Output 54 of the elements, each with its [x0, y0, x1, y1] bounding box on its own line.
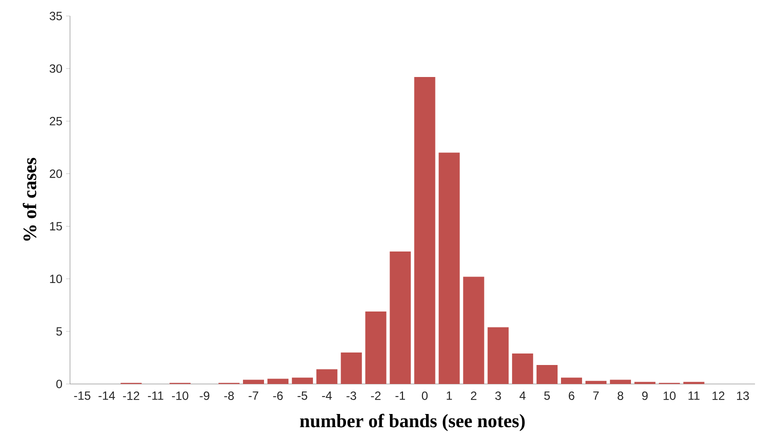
x-tick-label: 0 [422, 392, 428, 400]
bar [610, 380, 631, 384]
x-tick-label: 8 [618, 392, 624, 400]
y-tick-label: 20 [50, 169, 62, 178]
x-tick-label: -2 [371, 392, 381, 400]
y-tick-label: 0 [56, 380, 62, 388]
x-tick-label: -9 [200, 392, 210, 400]
x-tick-label: 12 [712, 392, 724, 400]
bar [585, 380, 607, 384]
x-tick-label: 2 [470, 392, 476, 400]
bar [390, 252, 411, 384]
y-tick-label: 10 [50, 274, 62, 284]
bar [463, 276, 484, 384]
x-tick-label: 9 [642, 392, 648, 400]
y-tick-label: 25 [50, 116, 62, 126]
x-tick-label: -8 [224, 392, 234, 400]
bar [365, 311, 386, 384]
x-tick-label: -10 [172, 392, 188, 400]
bar [561, 378, 582, 384]
y-tick-label: 5 [56, 327, 62, 336]
x-tick-label: 3 [495, 392, 501, 400]
y-tick-label: 30 [50, 64, 62, 73]
x-tick-label: 1 [446, 392, 452, 400]
x-tick-label: 4 [520, 392, 526, 400]
x-tick-label: 5 [544, 392, 550, 400]
bar [340, 352, 362, 384]
bar [316, 369, 338, 384]
x-tick-label: 11 [688, 392, 700, 400]
y-tick-label: 15 [50, 222, 62, 230]
bar [536, 365, 558, 384]
x-tick-label: -4 [322, 392, 332, 400]
x-tick-label: -11 [148, 392, 164, 400]
x-tick-label: -14 [98, 392, 115, 400]
bar [414, 76, 436, 384]
x-tick-label: -7 [248, 392, 258, 400]
bar [292, 378, 313, 384]
x-tick-label: -3 [346, 392, 356, 400]
x-tick-label: -5 [298, 392, 308, 400]
bar [512, 353, 534, 384]
x-axis-title: number of bands (see notes) [300, 414, 525, 432]
bar [488, 327, 509, 384]
x-tick-label: -15 [74, 392, 90, 400]
bar [267, 378, 288, 384]
x-tick-label: -1 [395, 392, 406, 400]
x-tick-label: -12 [123, 392, 140, 400]
x-tick-label: -6 [273, 392, 283, 400]
y-axis-title: % of cases [22, 158, 36, 241]
x-tick-label: 7 [593, 392, 599, 400]
x-tick-label: 10 [664, 392, 676, 400]
bar [438, 152, 460, 384]
bar [242, 380, 264, 384]
x-tick-label: 13 [737, 392, 749, 400]
x-tick-label: 6 [568, 392, 574, 400]
y-tick-label: 35 [50, 12, 62, 20]
